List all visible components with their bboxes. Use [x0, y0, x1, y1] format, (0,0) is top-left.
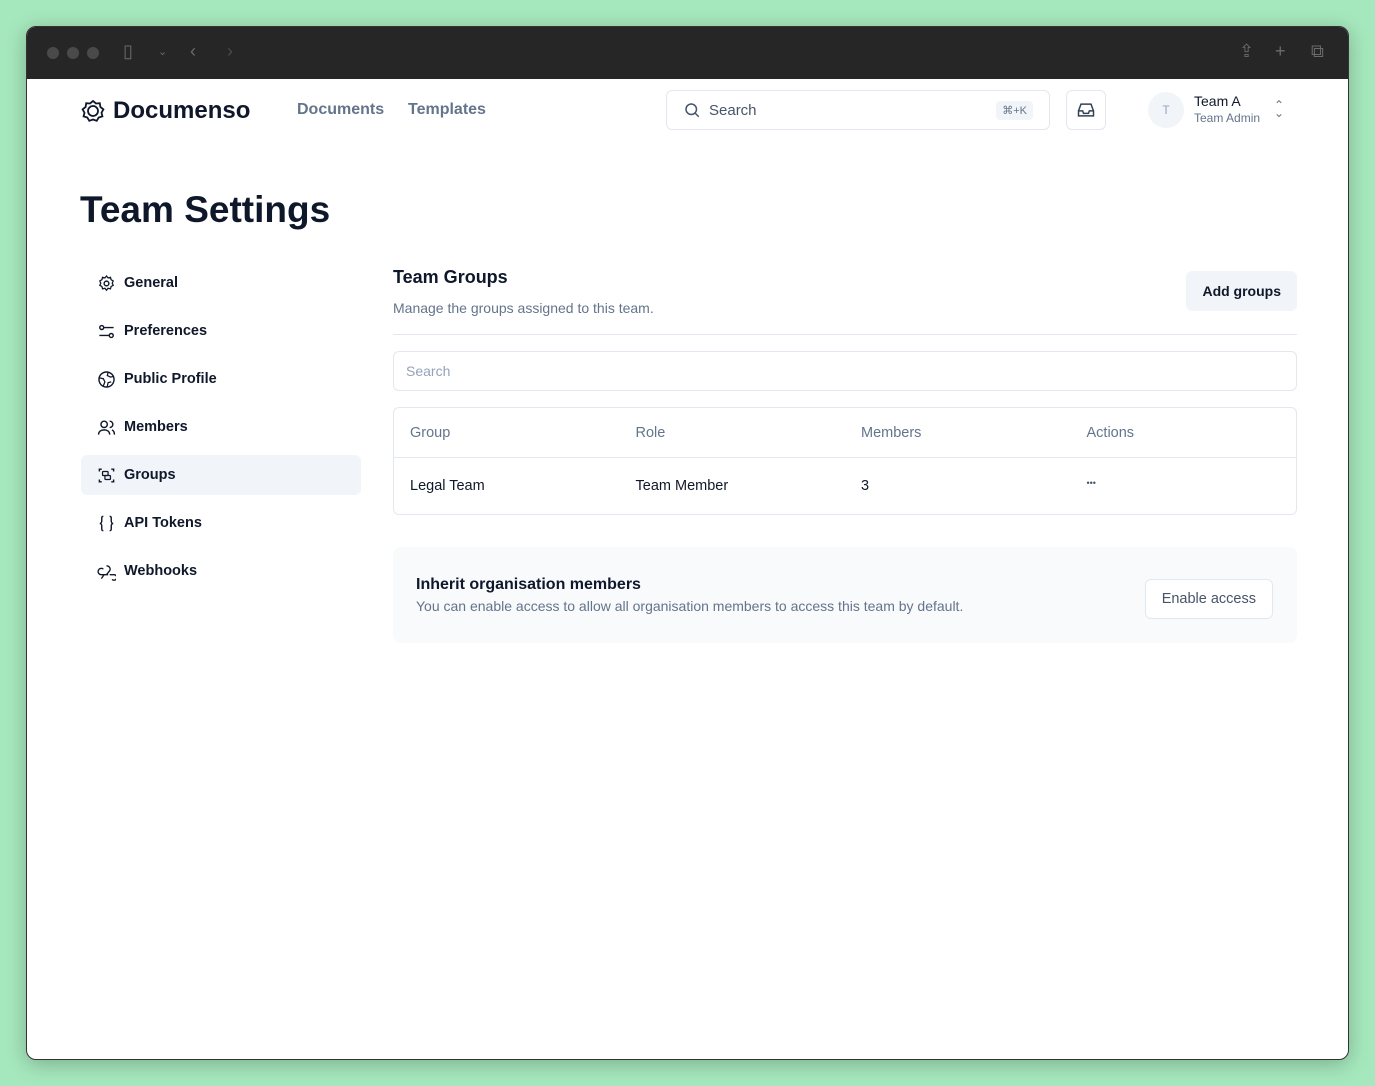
chevron-down-icon[interactable]: ⌄	[158, 46, 168, 58]
more-actions-icon[interactable]: •••	[1086, 478, 1096, 488]
sidebar-item-label: Groups	[124, 467, 176, 483]
column-header-group: Group	[410, 424, 451, 441]
braces-icon	[99, 515, 114, 531]
page-title: Team Settings	[80, 189, 331, 230]
webhook-icon	[97, 564, 116, 581]
inherit-members-card: Inherit organisation members You can ena…	[393, 547, 1297, 643]
users-icon	[97, 419, 116, 435]
sidebar-item-members[interactable]: Members	[81, 407, 361, 447]
avatar[interactable]: T	[1148, 92, 1184, 128]
back-icon[interactable]: ‹	[190, 41, 196, 61]
sidebar-item-label: Webhooks	[124, 563, 198, 579]
sidebar-item-label: Members	[124, 419, 188, 435]
section-title: Team Groups	[393, 267, 508, 287]
sidebar-item-general[interactable]: General	[81, 263, 361, 303]
chevron-up-down-icon[interactable]: ⌃ ⌄	[1274, 98, 1285, 120]
add-groups-button[interactable]: Add groups	[1186, 271, 1297, 311]
gear-icon	[98, 274, 115, 291]
team-role: Team Admin	[1194, 111, 1261, 125]
sidebar-item-webhooks[interactable]: Webhooks	[81, 551, 361, 591]
column-header-actions: Actions	[1086, 424, 1135, 441]
table-header: Group Role Members Actions	[394, 408, 1296, 457]
enable-access-button[interactable]: Enable access	[1144, 579, 1273, 619]
groups-search-input[interactable]: Search	[393, 351, 1297, 391]
globe-icon	[98, 370, 115, 388]
column-header-members: Members	[861, 424, 922, 441]
inbox-icon	[1077, 103, 1095, 117]
group-name: Legal Team	[410, 478, 485, 494]
maximize-window-button[interactable]	[87, 47, 99, 59]
close-window-button[interactable]	[47, 47, 59, 59]
inherit-description: You can enable access to allow all organ…	[416, 598, 964, 614]
inbox-button[interactable]	[1066, 90, 1106, 130]
sidebar-item-label: Preferences	[124, 323, 208, 339]
sidebar-item-label: Public Profile	[124, 371, 217, 387]
minimize-window-button[interactable]	[67, 47, 79, 59]
section-description: Manage the groups assigned to this team.	[393, 300, 654, 316]
sidebar-item-label: General	[124, 275, 178, 291]
logo-icon	[81, 99, 105, 122]
nav-documents[interactable]: Documents	[297, 101, 385, 118]
group-icon	[98, 467, 115, 483]
sidebar-item-public-profile[interactable]: Public Profile	[81, 359, 361, 399]
sidebar-item-preferences[interactable]: Preferences	[81, 311, 361, 351]
group-role: Team Member	[635, 478, 729, 494]
group-members-count: 3	[861, 478, 870, 494]
sidebar-item-label: API Tokens	[124, 515, 202, 531]
settings-sidebar: General Preferences Public Profile Membe…	[81, 263, 361, 599]
browser-titlebar: ▯ ⌄ ‹ › ⇪ + ⧉	[27, 27, 1348, 79]
column-header-role: Role	[635, 424, 666, 441]
forward-icon[interactable]: ›	[227, 41, 233, 61]
search-icon	[685, 103, 700, 118]
brand-logo[interactable]: Documenso	[81, 97, 250, 125]
sidebar-toggle-icon[interactable]: ▯	[123, 41, 133, 61]
table-row: Legal Team Team Member 3 •••	[394, 457, 1296, 514]
sidebar-item-api-tokens[interactable]: API Tokens	[81, 503, 361, 543]
groups-section: Team Groups Manage the groups assigned t…	[393, 263, 1297, 643]
team-name: Team A	[1194, 93, 1241, 109]
browser-window: ▯ ⌄ ‹ › ⇪ + ⧉ Documenso Documents Templa…	[26, 26, 1349, 1060]
share-icon[interactable]: ⇪	[1239, 41, 1255, 61]
nav-templates[interactable]: Templates	[408, 101, 486, 118]
team-switcher[interactable]: Team A Team Admin	[1194, 93, 1260, 125]
sidebar-item-groups[interactable]: Groups	[81, 455, 361, 495]
sliders-icon	[99, 324, 114, 338]
new-tab-icon[interactable]: +	[1275, 41, 1286, 61]
inherit-title: Inherit organisation members	[416, 576, 641, 593]
brand-name: Documenso	[113, 97, 251, 124]
tabs-overview-icon[interactable]: ⧉	[1311, 41, 1324, 61]
search-button[interactable]: Search ⌘+K	[666, 90, 1050, 130]
groups-table: Group Role Members Actions Legal Team Te…	[393, 407, 1297, 515]
divider	[393, 334, 1297, 335]
search-label: Search	[709, 101, 757, 119]
search-shortcut: ⌘+K	[996, 100, 1033, 120]
app-header: Documenso Documents Templates Search ⌘+K…	[27, 79, 1348, 143]
